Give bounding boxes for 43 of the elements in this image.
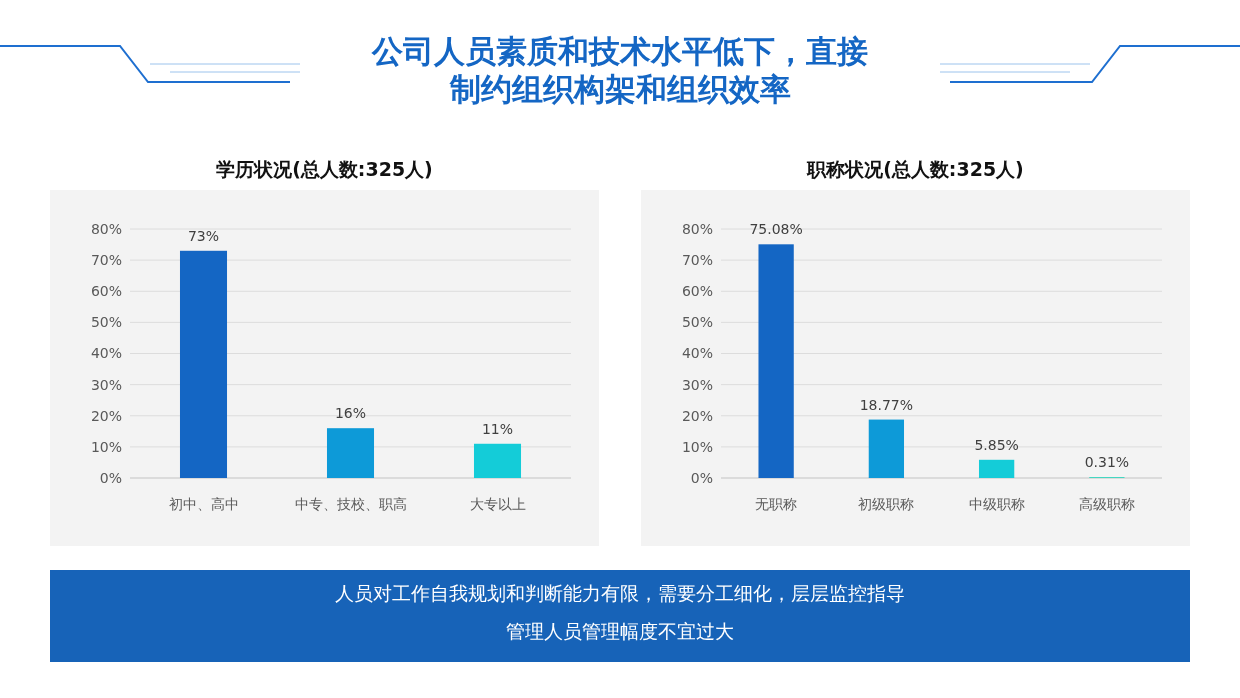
x-tick-label: 初中、高中 [168, 496, 239, 512]
chart-title: 职称状况(总人数:325人) [806, 158, 1024, 180]
data-label: 75.08% [749, 221, 803, 238]
data-label: 16% [334, 405, 367, 422]
y-tick-label: 70% [681, 252, 713, 269]
y-tick-label: 10% [681, 438, 713, 455]
y-tick-label: 80% [681, 220, 713, 237]
y-tick-label: 50% [681, 314, 713, 331]
y-tick-label: 80% [90, 220, 122, 237]
x-tick-label: 中专、技校、职高 [294, 496, 407, 512]
bar [758, 244, 794, 478]
chart-title: 学历状况(总人数:325人) [216, 158, 433, 180]
y-tick-label: 60% [681, 283, 713, 300]
y-tick-label: 20% [90, 407, 122, 424]
y-tick-label: 60% [90, 283, 122, 300]
text: 管理人员管理幅度不宜过大 [506, 620, 734, 642]
y-tick-label: 50% [90, 314, 122, 331]
bar [179, 250, 228, 478]
y-tick-label: 0% [99, 469, 122, 486]
bar [868, 419, 905, 478]
y-tick-label: 20% [681, 407, 713, 424]
bar [978, 459, 1015, 478]
bar [473, 443, 522, 478]
text: 人员对工作自我规划和判断能力有限，需要分工细化，层层监控指导 [335, 582, 905, 604]
y-tick-label: 40% [681, 345, 713, 362]
bar [326, 428, 375, 478]
data-label: 18.77% [859, 396, 914, 413]
data-label: 0.31% [1084, 454, 1130, 471]
x-tick-label: 大专以上 [469, 496, 526, 512]
data-label: 73% [187, 227, 220, 244]
y-tick-label: 40% [90, 345, 122, 362]
x-tick-label: 初级职称 [858, 496, 915, 512]
x-tick-label: 高级职称 [1078, 496, 1135, 512]
y-tick-label: 70% [90, 252, 122, 269]
y-tick-label: 10% [90, 438, 122, 455]
y-tick-label: 30% [90, 376, 122, 393]
data-label: 11% [481, 420, 514, 437]
y-tick-label: 30% [681, 376, 713, 393]
x-tick-label: 无职称 [755, 496, 798, 512]
x-tick-label: 中级职称 [968, 496, 1025, 512]
text: 公司人员素质和技术水平低下，直接制约组织构架和组织效率 [371, 33, 868, 107]
data-label: 5.85% [974, 436, 1019, 453]
y-tick-label: 0% [690, 469, 713, 486]
